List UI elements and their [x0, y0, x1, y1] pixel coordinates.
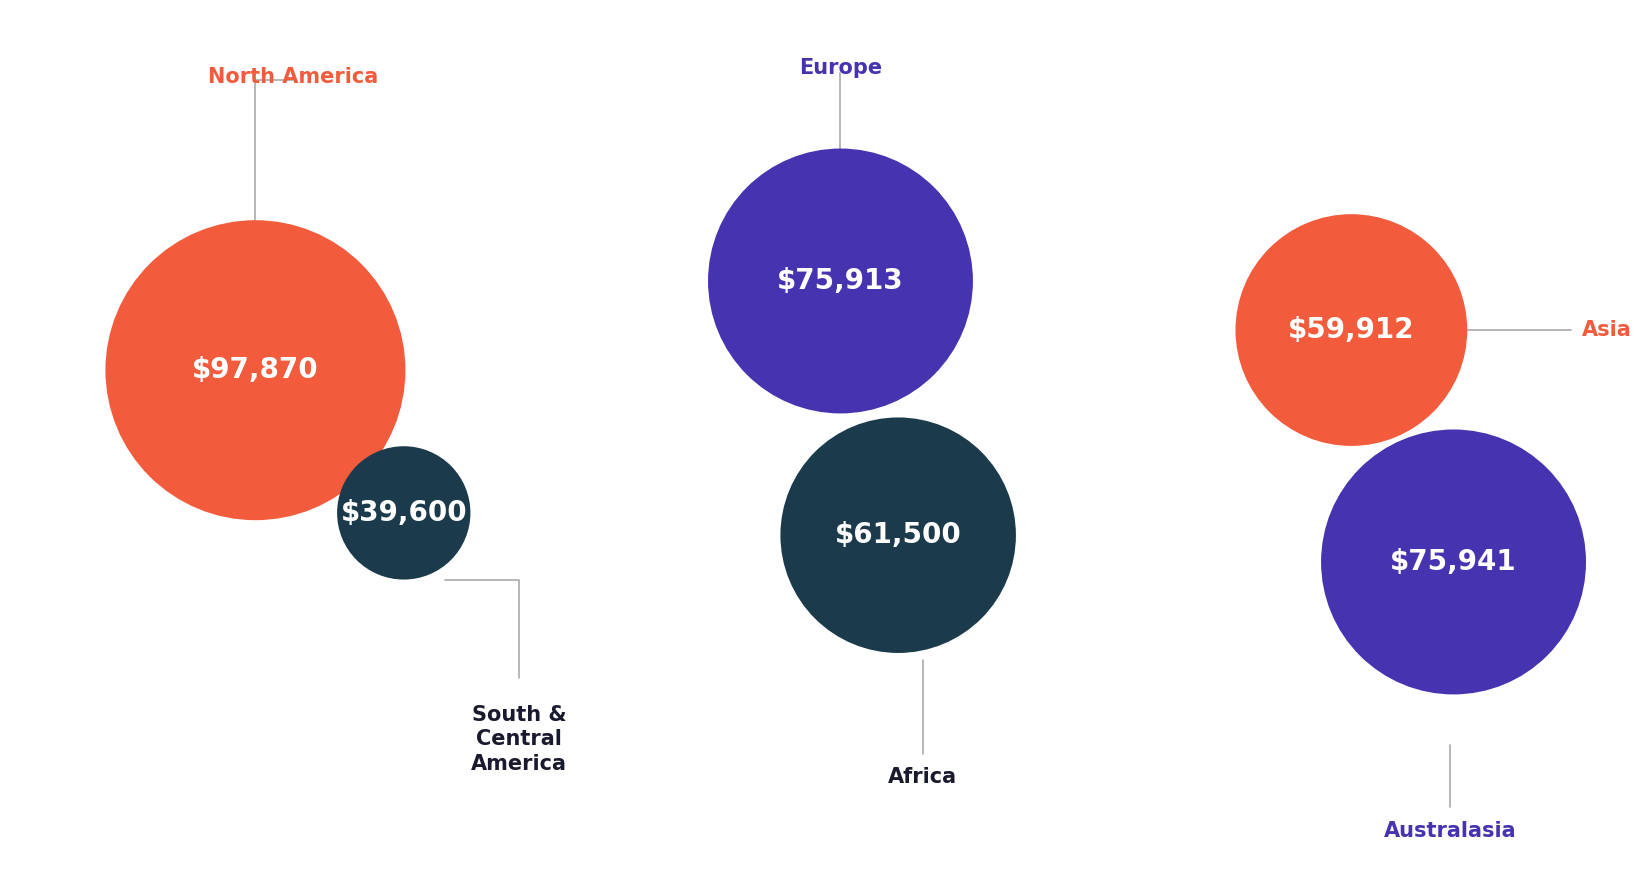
Text: $75,941: $75,941 [1391, 548, 1516, 576]
Ellipse shape [1322, 429, 1585, 695]
Text: $75,913: $75,913 [778, 267, 903, 295]
Text: $61,500: $61,500 [836, 521, 961, 549]
Ellipse shape [781, 417, 1015, 653]
Text: $39,600: $39,600 [341, 499, 466, 527]
Text: $59,912: $59,912 [1289, 316, 1414, 344]
Text: South &
Central
America: South & Central America [471, 705, 567, 774]
Ellipse shape [105, 220, 405, 520]
Text: Australasia: Australasia [1384, 821, 1516, 840]
Text: Asia: Asia [1582, 320, 1632, 340]
Ellipse shape [1236, 214, 1467, 446]
Text: North America: North America [208, 67, 379, 87]
Text: $97,870: $97,870 [193, 356, 318, 384]
Text: Africa: Africa [888, 767, 957, 787]
Text: Europe: Europe [799, 58, 882, 78]
Ellipse shape [709, 149, 972, 413]
Ellipse shape [338, 446, 470, 580]
